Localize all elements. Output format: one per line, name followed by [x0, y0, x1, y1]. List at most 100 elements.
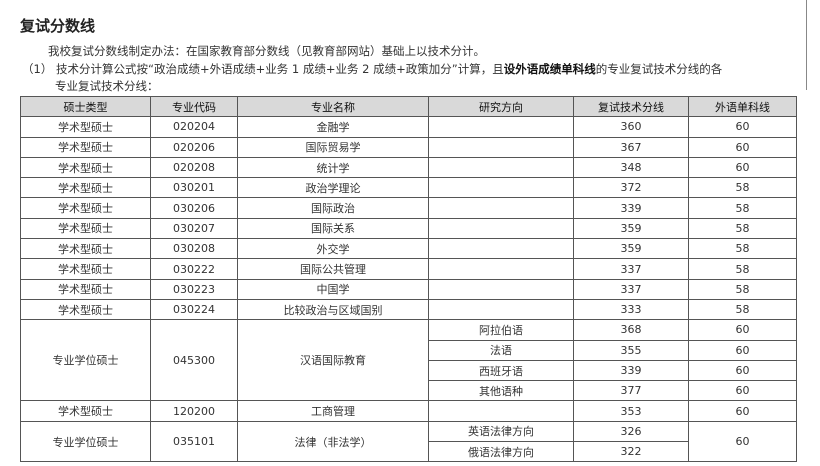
cell-direction: 英语法律方向: [428, 420, 574, 443]
item-1-continuation: 专业复试技术分线：: [55, 79, 159, 93]
table-row: 学术型硕士 120200 工商管理 353 60: [20, 400, 797, 422]
cell-lang: 58: [688, 197, 797, 219]
item-text-b: 的专业复试技术分线的各: [595, 62, 723, 76]
cell-code: 020206: [150, 136, 238, 158]
cell-score: 337: [573, 258, 689, 280]
cell-name: 汉语国际教育: [237, 319, 429, 402]
cell-score: 337: [573, 278, 689, 300]
cell-score: 326: [573, 420, 689, 443]
table-row: 学术型硕士 030208 外交学 359 58: [20, 238, 797, 260]
cell-code: 020204: [150, 116, 238, 138]
cell-score: 339: [573, 197, 689, 219]
cell-name: 统计学: [237, 156, 429, 179]
cell-score: 339: [573, 359, 689, 382]
cell-code: 030223: [150, 278, 238, 300]
cell-score: 333: [573, 298, 689, 321]
table-row: 学术型硕士 020206 国际贸易学 367 60: [20, 136, 797, 158]
cell-name: 金融学: [237, 116, 429, 138]
cell-type: 学术型硕士: [20, 278, 151, 300]
cell-lang: 60: [688, 400, 797, 422]
cell-score: 368: [573, 319, 689, 341]
cell-direction: 俄语法律方向: [428, 441, 574, 463]
cell-name: 外交学: [237, 238, 429, 260]
table-row: 学术型硕士 030207 国际关系 359 58: [20, 217, 797, 240]
cell-name: 工商管理: [237, 400, 429, 422]
table-row: 俄语法律方向 322: [21, 441, 797, 463]
cell-direction: 阿拉伯语: [428, 319, 574, 341]
cell-type: 学术型硕士: [20, 116, 151, 138]
cell-direction: [428, 116, 574, 138]
cell-type: 学术型硕士: [20, 258, 151, 280]
item-text-bold: 设外语成绩单科线: [503, 62, 596, 76]
cell-type: 学术型硕士: [20, 298, 151, 321]
cell-code: 030201: [150, 177, 238, 199]
cell-name: 政治学理论: [237, 177, 429, 199]
cell-direction: [428, 136, 574, 158]
cell-direction: [428, 298, 574, 321]
cell-type: 专业学位硕士: [20, 319, 151, 402]
cell-lang: 58: [688, 298, 797, 321]
cell-type: 学术型硕士: [20, 238, 151, 260]
cell-lang: 60: [688, 380, 797, 402]
cell-lang: 60: [688, 359, 797, 382]
cell-lang: 60: [688, 339, 797, 361]
cell-code: 035101: [150, 420, 238, 463]
cell-lang: 58: [688, 177, 797, 199]
header-lang: 外语单科线: [688, 95, 797, 118]
cell-name: 中国学: [237, 278, 429, 300]
item-number: （1）: [22, 62, 53, 76]
table-header-row: 硕士类型 专业代码 专业名称 研究方向 复试技术分线 外语单科线: [20, 95, 797, 118]
cell-lang: 58: [688, 258, 797, 280]
cell-type: 学术型硕士: [20, 136, 151, 158]
table-row: 学术型硕士 020208 统计学 348 60: [20, 156, 797, 179]
cell-score: 360: [573, 116, 689, 138]
table-row: 学术型硕士 030201 政治学理论 372 58: [20, 177, 797, 199]
item-text-a: 技术分计算公式按“政治成绩+外语成绩+业务 1 成绩+业务 2 成绩+政策加分”…: [55, 62, 504, 76]
header-direction: 研究方向: [428, 95, 574, 118]
cell-type: 学术型硕士: [20, 217, 151, 240]
cell-score: 359: [573, 217, 689, 240]
cell-name: 比较政治与区域国别: [237, 298, 429, 321]
cell-name: 国际关系: [237, 217, 429, 240]
cell-name: 国际贸易学: [237, 136, 429, 158]
cell-score: 377: [573, 380, 689, 402]
page-edge-divider: [806, 0, 807, 90]
cell-lang: 58: [688, 217, 797, 240]
cell-lang: 58: [688, 238, 797, 260]
cell-lang: 60: [688, 420, 797, 463]
item-1-line: （1） 技术分计算公式按“政治成绩+外语成绩+业务 1 成绩+业务 2 成绩+政…: [22, 61, 722, 77]
cell-score: 353: [573, 400, 689, 422]
cell-direction: [428, 217, 574, 240]
cell-lang: 58: [688, 278, 797, 300]
cell-direction: [428, 238, 574, 260]
cell-type: 学术型硕士: [20, 177, 151, 199]
table-row: 西班牙语 339 60: [21, 359, 797, 382]
cell-name: 国际政治: [237, 197, 429, 219]
header-name: 专业名称: [237, 95, 429, 118]
cell-direction: [428, 156, 574, 179]
cell-lang: 60: [688, 319, 797, 341]
cell-score: 355: [573, 339, 689, 361]
table-row: 学术型硕士 030206 国际政治 339 58: [20, 197, 797, 219]
cell-code: 045300: [150, 319, 238, 402]
cell-score: 372: [573, 177, 689, 199]
header-type: 硕士类型: [20, 95, 151, 118]
cell-lang: 60: [688, 116, 797, 138]
cell-code: 120200: [150, 400, 238, 422]
cell-lang: 60: [688, 136, 797, 158]
table-row: 学术型硕士 030222 国际公共管理 337 58: [20, 258, 797, 280]
cell-direction: [428, 278, 574, 300]
cell-name: 国际公共管理: [237, 258, 429, 280]
cell-direction: [428, 258, 574, 280]
table-row: 专业学位硕士 045300 汉语国际教育 阿拉伯语 368 60: [20, 319, 797, 402]
cell-direction: 西班牙语: [428, 359, 574, 382]
table-row: 学术型硕士 020204 金融学 360 60: [20, 116, 797, 138]
cell-code: 030222: [150, 258, 238, 280]
header-score: 复试技术分线: [573, 95, 689, 118]
cell-type: 学术型硕士: [20, 400, 151, 422]
cell-code: 030206: [150, 197, 238, 219]
cell-code: 030208: [150, 238, 238, 260]
cell-score: 359: [573, 238, 689, 260]
table-row: 学术型硕士 030224 比较政治与区域国别 333 58: [20, 298, 797, 321]
cell-direction: [428, 197, 574, 219]
